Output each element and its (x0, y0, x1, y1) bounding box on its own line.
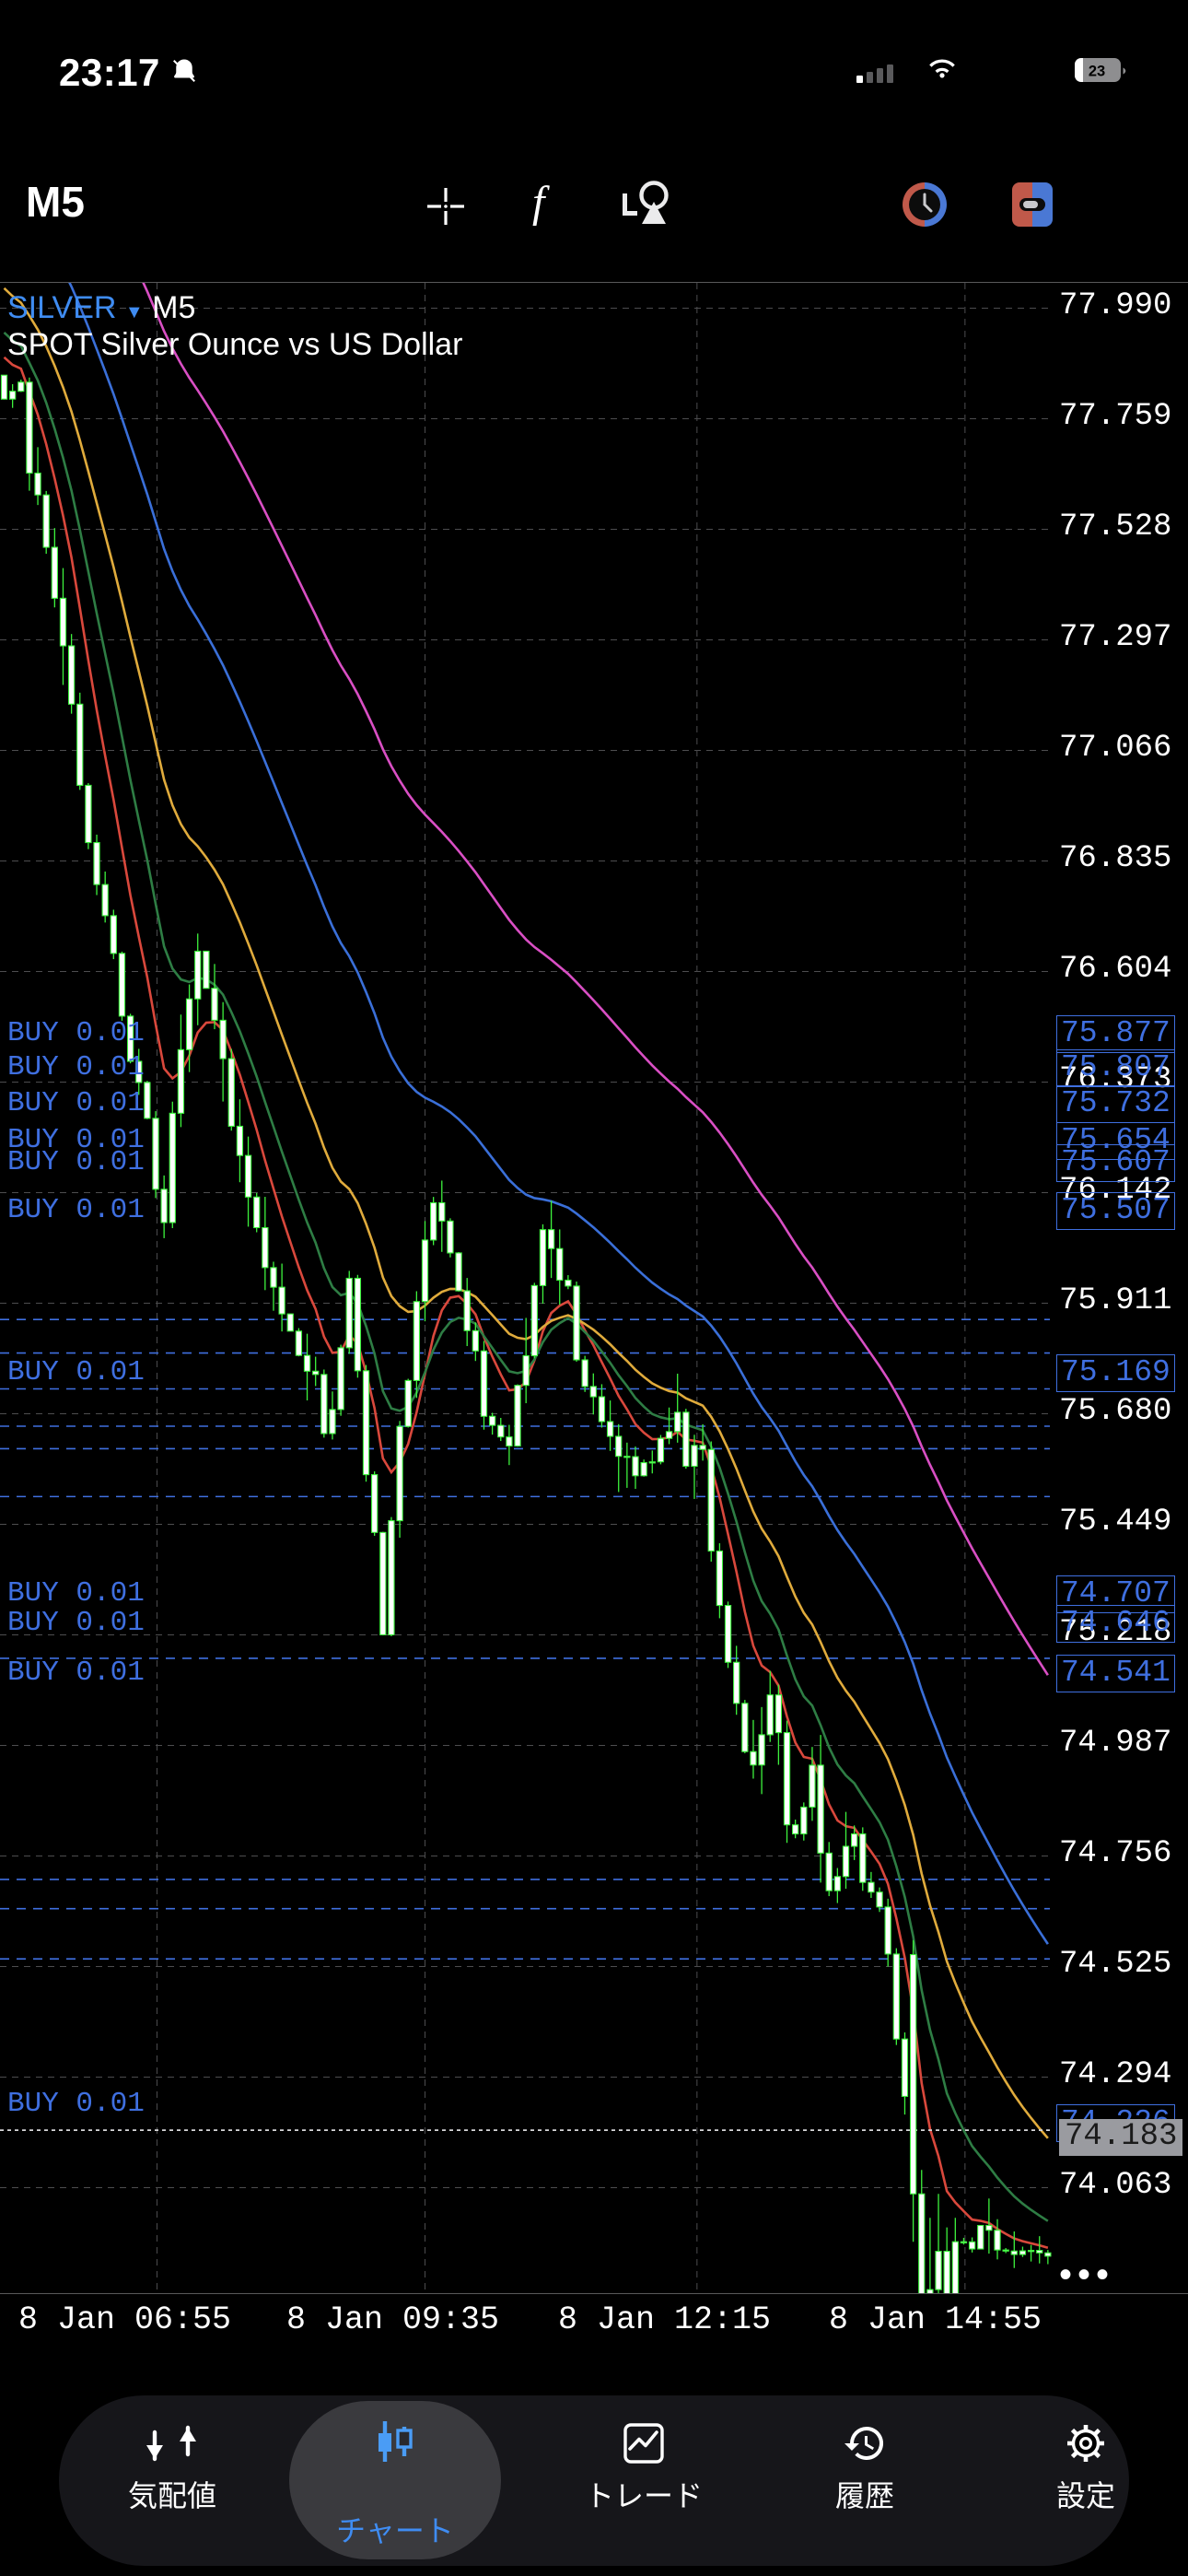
svg-text:23: 23 (1089, 64, 1105, 80)
